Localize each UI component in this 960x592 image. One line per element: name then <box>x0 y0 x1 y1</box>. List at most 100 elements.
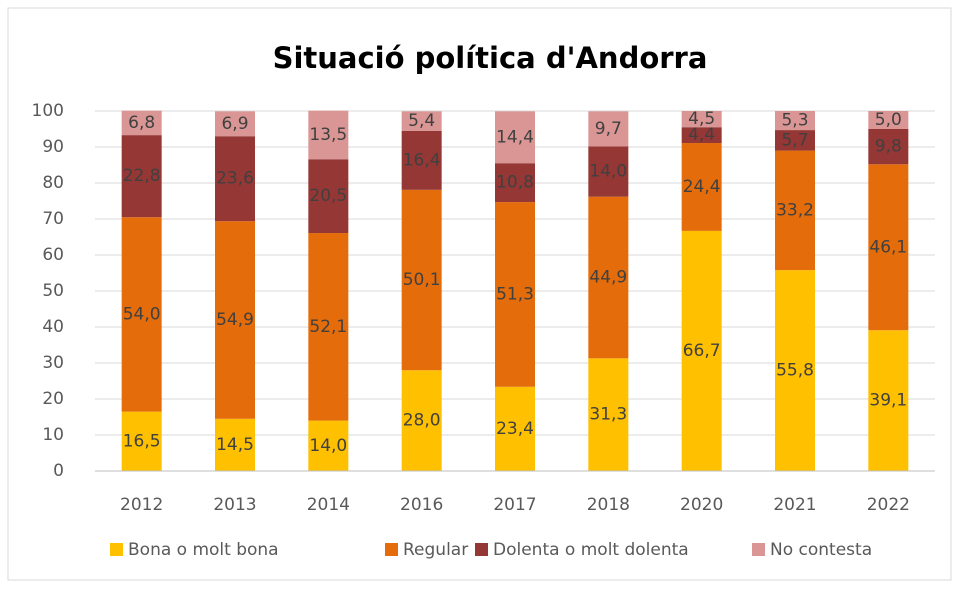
y-tick-label: 50 <box>42 281 64 301</box>
y-tick-label: 100 <box>32 101 64 121</box>
bar-segment <box>588 358 629 471</box>
bar-segment <box>121 110 162 136</box>
data-label: 50,1 <box>403 270 441 290</box>
legend-label: Regular <box>403 540 468 560</box>
data-label: 54,9 <box>216 310 254 330</box>
bar-segment <box>681 127 722 144</box>
bar-segment <box>681 111 722 128</box>
y-tick-label: 0 <box>53 461 64 481</box>
x-tick-label: 2012 <box>120 495 163 515</box>
bar-segment <box>215 418 255 471</box>
bar-segment <box>681 143 722 231</box>
y-tick-label: 90 <box>42 137 64 157</box>
bar-segment <box>495 386 535 471</box>
bar-segment <box>588 196 629 359</box>
data-label: 16,4 <box>403 150 441 170</box>
data-label: 14,0 <box>309 436 347 456</box>
data-label: 54,0 <box>123 304 161 324</box>
legend-swatch <box>752 543 765 556</box>
bar-segment <box>775 130 815 151</box>
bar-segment <box>401 111 442 131</box>
bar-segment <box>308 420 349 471</box>
bar-segment <box>495 111 535 164</box>
data-label: 51,3 <box>496 284 534 304</box>
x-tick-label: 2016 <box>400 495 443 515</box>
bar-segment <box>215 221 255 419</box>
bar-segment <box>401 130 442 190</box>
data-label: 22,8 <box>123 166 161 186</box>
y-tick-label: 40 <box>42 317 64 337</box>
data-label: 20,5 <box>309 186 347 206</box>
y-tick-label: 80 <box>42 173 64 193</box>
bar-segment <box>868 129 909 165</box>
bar-segment <box>868 164 909 331</box>
y-tick-label: 60 <box>42 245 64 265</box>
bar-segment <box>588 146 629 197</box>
y-tick-label: 70 <box>42 209 64 229</box>
bar-segment <box>215 136 255 222</box>
x-tick-label: 2017 <box>493 495 536 515</box>
bar-segment <box>308 233 349 421</box>
data-label: 10,8 <box>496 173 534 193</box>
bar-segment <box>308 159 349 234</box>
legend-swatch <box>110 543 123 556</box>
bar-segment <box>495 163 535 203</box>
data-label: 46,1 <box>869 237 907 257</box>
legend-swatch <box>385 543 398 556</box>
legend-swatch <box>475 543 488 556</box>
bar-segment <box>775 270 815 471</box>
y-tick-label: 10 <box>42 425 64 445</box>
x-tick-label: 2022 <box>867 495 910 515</box>
bar-segment <box>121 135 162 218</box>
x-tick-label: 2013 <box>213 495 256 515</box>
chart-title: Situació política d'Andorra <box>273 41 708 75</box>
data-label: 23,6 <box>216 169 254 189</box>
data-label: 6,8 <box>128 113 155 133</box>
data-label: 66,7 <box>683 341 721 361</box>
data-label: 4,5 <box>688 109 715 129</box>
data-label: 14,0 <box>589 161 627 181</box>
data-label: 5,0 <box>875 110 902 130</box>
legend-label: Dolenta o molt dolenta <box>493 540 689 560</box>
legend-label: Bona o molt bona <box>128 540 279 560</box>
x-tick-label: 2014 <box>307 495 350 515</box>
data-label: 6,9 <box>221 114 248 134</box>
bar-segment <box>775 150 815 271</box>
bar-segment <box>588 111 629 147</box>
bar-segment <box>401 370 442 471</box>
bar-segment <box>121 411 162 471</box>
data-label: 31,3 <box>589 405 627 425</box>
data-label: 52,1 <box>309 317 347 337</box>
legend-label: No contesta <box>770 540 872 560</box>
data-label: 5,7 <box>781 130 808 150</box>
data-label: 44,9 <box>589 268 627 288</box>
bar-segment <box>121 217 162 412</box>
data-label: 4,4 <box>688 125 715 145</box>
bar-segment <box>775 111 815 131</box>
y-tick-label: 30 <box>42 353 64 373</box>
data-label: 23,4 <box>496 419 534 439</box>
bar-segment <box>401 189 442 371</box>
bar-segment <box>495 202 535 387</box>
y-tick-label: 20 <box>42 389 64 409</box>
data-label: 55,8 <box>776 361 814 381</box>
data-label: 24,4 <box>683 177 721 197</box>
data-label: 14,5 <box>216 435 254 455</box>
bar-segment <box>308 110 349 160</box>
data-label: 9,8 <box>875 137 902 157</box>
data-label: 14,4 <box>496 127 534 147</box>
bar-segment <box>681 230 722 471</box>
bar-segment <box>215 111 255 137</box>
data-label: 5,4 <box>408 111 435 131</box>
data-label: 9,7 <box>595 119 622 139</box>
x-tick-label: 2021 <box>773 495 816 515</box>
bar-segment <box>868 330 909 471</box>
bar-segment <box>868 111 909 129</box>
data-label: 28,0 <box>403 411 441 431</box>
x-tick-label: 2018 <box>587 495 630 515</box>
data-label: 16,5 <box>123 431 161 451</box>
data-label: 39,1 <box>869 391 907 411</box>
data-label: 33,2 <box>776 200 814 220</box>
data-label: 13,5 <box>309 125 347 145</box>
